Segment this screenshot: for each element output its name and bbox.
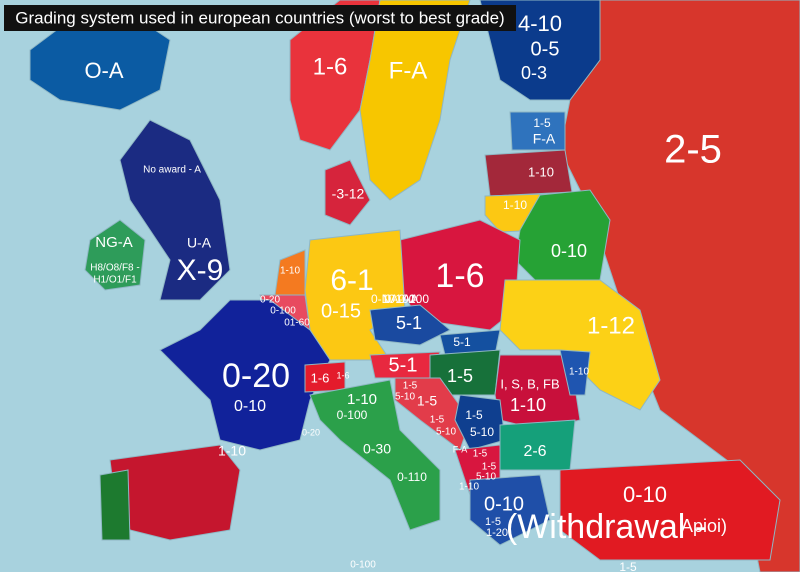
- region-label: (Withdrawal -: [506, 508, 706, 546]
- region-label: H1/O1/F1: [93, 275, 137, 286]
- region-label: 5-10: [470, 425, 494, 439]
- region-label: Apioi): [681, 516, 727, 536]
- region-label: I, S, B, FB: [500, 376, 559, 391]
- region-label: 5-1: [389, 354, 418, 376]
- region-label: 1-10: [510, 395, 546, 415]
- region-label: 1-10: [503, 198, 527, 212]
- region-label: 6-1: [330, 264, 373, 297]
- region-label: 1-5: [403, 381, 418, 392]
- region-label: F-A: [533, 131, 556, 147]
- region-label: 1-5: [417, 393, 437, 409]
- title: Grading system used in european countrie…: [15, 8, 504, 27]
- region-label: 0-10: [234, 398, 266, 415]
- france: [159, 299, 331, 451]
- region-label: 0-100: [270, 306, 296, 317]
- region-label: 0-100: [350, 560, 376, 571]
- region-label: 1-5: [473, 449, 488, 460]
- region-label: -3-12: [332, 186, 365, 202]
- region-label: 5-10: [436, 427, 456, 438]
- portugal: [99, 469, 131, 541]
- italy: [309, 379, 441, 531]
- region-label: 2-5: [664, 128, 722, 172]
- region-label: 1-10: [280, 266, 300, 277]
- region-label: 5-10: [476, 472, 496, 483]
- region-label: 5-10: [395, 392, 415, 403]
- region-label: O-A: [84, 58, 123, 83]
- region-label: X-9: [177, 254, 224, 287]
- region-label: 1-10: [528, 164, 554, 179]
- region-label: 0-10 0-100: [371, 292, 429, 306]
- region-label: 1-6: [311, 370, 330, 385]
- region-label: 0-10: [623, 482, 667, 507]
- region-label: 0-10: [551, 241, 587, 261]
- region-label: 1-5: [465, 408, 483, 422]
- region-label: NA-AA: [382, 292, 419, 306]
- region-label: 1-10: [347, 391, 377, 408]
- region-label: 1-5: [430, 415, 445, 426]
- region-label: 1-20: [486, 527, 508, 539]
- region-label: 01-60: [284, 318, 310, 329]
- denmark: [324, 159, 371, 226]
- region-label: F-A: [389, 57, 428, 84]
- region-label: F-A: [453, 444, 468, 454]
- region-label: NG-A: [95, 234, 133, 251]
- region-label: U-A: [187, 235, 212, 251]
- title-box: [4, 5, 516, 31]
- turkey: [559, 459, 781, 561]
- region-label: 1-5: [447, 366, 473, 386]
- ireland: [84, 219, 146, 291]
- region-label: 5-1: [453, 335, 471, 349]
- region-label: 1-10: [459, 482, 479, 493]
- moldova: [559, 349, 591, 396]
- region-label: 0-20: [302, 427, 320, 437]
- region-label: 1-5: [619, 560, 637, 572]
- region-label: 0-20: [260, 295, 280, 306]
- region-label: 0-110: [397, 470, 427, 484]
- region-label: 1-10: [218, 443, 246, 459]
- region-label: 1-5: [533, 116, 551, 130]
- region-label: 1-6: [336, 370, 349, 380]
- uk: [119, 119, 231, 301]
- region-label: 0-20: [222, 357, 290, 395]
- greece: [469, 474, 551, 546]
- region-label: 1-10: [569, 367, 589, 378]
- region-label: 1-5: [482, 462, 497, 473]
- region-label: 0-15: [321, 300, 361, 322]
- region-label: 0-3: [521, 63, 547, 83]
- ukraine: [499, 279, 661, 411]
- region-label: 1-12: [587, 312, 635, 339]
- countries: [29, 0, 800, 572]
- region-label: 1-5: [485, 516, 501, 528]
- region-label: 5-1: [396, 313, 422, 333]
- region-label: 1-6: [313, 53, 348, 80]
- region-label: 0-5: [531, 38, 560, 60]
- region-label: No award - A: [143, 165, 201, 176]
- czechia: [369, 304, 451, 346]
- region-label: H8/O8/F8 -: [90, 263, 139, 274]
- region-label: 4-10: [518, 11, 562, 36]
- region-label: 2-6: [523, 443, 546, 460]
- region-label: 0-30: [363, 441, 391, 457]
- region-label: 1-6: [435, 257, 484, 295]
- serbia: [454, 394, 506, 451]
- region-label: 0-100: [385, 292, 416, 306]
- region-label: 0-10: [484, 493, 524, 515]
- labels: O-A 1-6 F-A4-100-50-31-5F-A 2-51-10-3-121-1…: [84, 11, 727, 572]
- region-label: 0-100: [337, 408, 368, 422]
